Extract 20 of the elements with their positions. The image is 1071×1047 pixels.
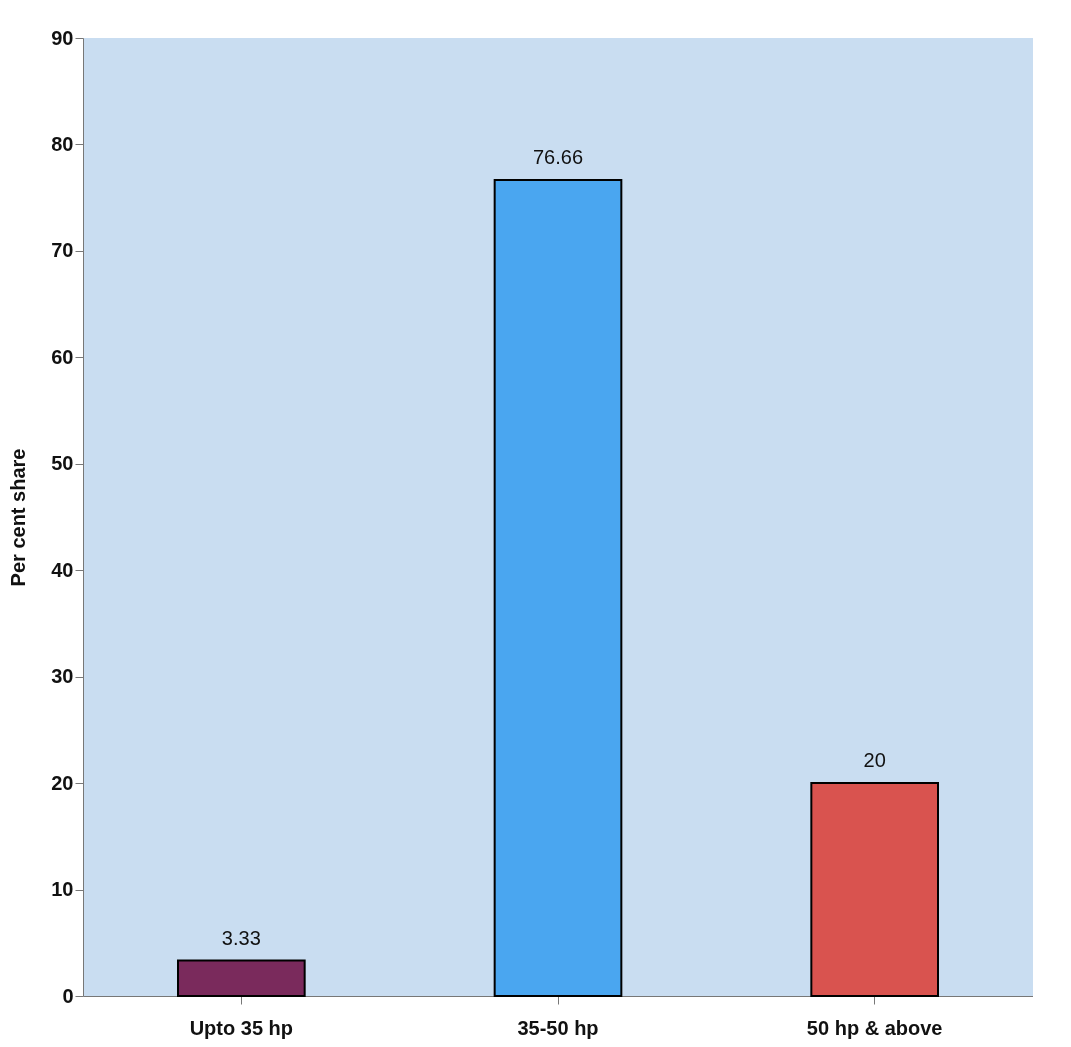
bar (810, 782, 939, 997)
y-tick-label: 90 (51, 26, 74, 49)
y-tick-label: 20 (51, 771, 74, 794)
y-tick-label: 40 (51, 558, 74, 581)
y-tick-label: 60 (51, 345, 74, 368)
bar (493, 179, 623, 997)
y-tick-label: 80 (51, 132, 74, 155)
data-label: 20 (863, 749, 886, 772)
y-tick-label: 70 (51, 239, 74, 262)
y-tick-label: 0 (62, 984, 74, 1007)
data-label: 3.33 (221, 926, 261, 949)
y-tick-label: 10 (51, 878, 74, 901)
bar (177, 959, 306, 997)
x-tick-label: 50 hp & above (806, 1016, 943, 1039)
y-axis-title: Per cent share (7, 448, 30, 587)
x-tick-label: Upto 35 hp (189, 1016, 294, 1039)
y-tick-label: 30 (51, 665, 74, 688)
x-tick-label: 35-50 hp (517, 1016, 599, 1039)
data-label: 76.66 (532, 146, 584, 168)
y-tick-label: 50 (51, 452, 74, 475)
